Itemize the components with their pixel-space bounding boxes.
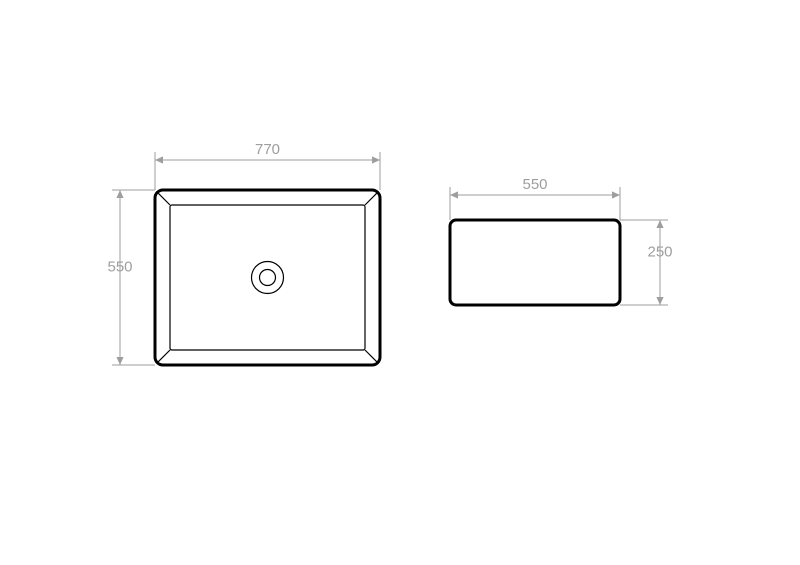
side-view: [450, 220, 620, 305]
basin-corner-line: [365, 193, 377, 205]
top-view-height-dim-label: 550: [107, 259, 132, 276]
top-view-width-dim-label: 770: [255, 141, 280, 158]
top-view-width-dim: 770: [155, 141, 380, 190]
basin-corner-line: [158, 193, 170, 205]
side-view-width-dim: 550: [450, 176, 620, 220]
side-view-height-dim-label: 250: [647, 244, 672, 261]
basin-side-outline: [450, 220, 620, 305]
top-view-height-dim: 550: [107, 190, 155, 365]
side-view-height-dim: 250: [620, 220, 673, 305]
side-view-width-dim-label: 550: [522, 176, 547, 193]
drain-inner: [260, 270, 276, 286]
top-view: [155, 190, 380, 365]
basin-inner-edge: [170, 205, 365, 350]
basin-outer-edge: [155, 190, 380, 365]
drain-outer: [252, 262, 284, 294]
basin-corner-line: [158, 350, 170, 362]
technical-drawing: 770 550 550 250: [0, 0, 800, 565]
basin-corner-line: [365, 350, 377, 362]
